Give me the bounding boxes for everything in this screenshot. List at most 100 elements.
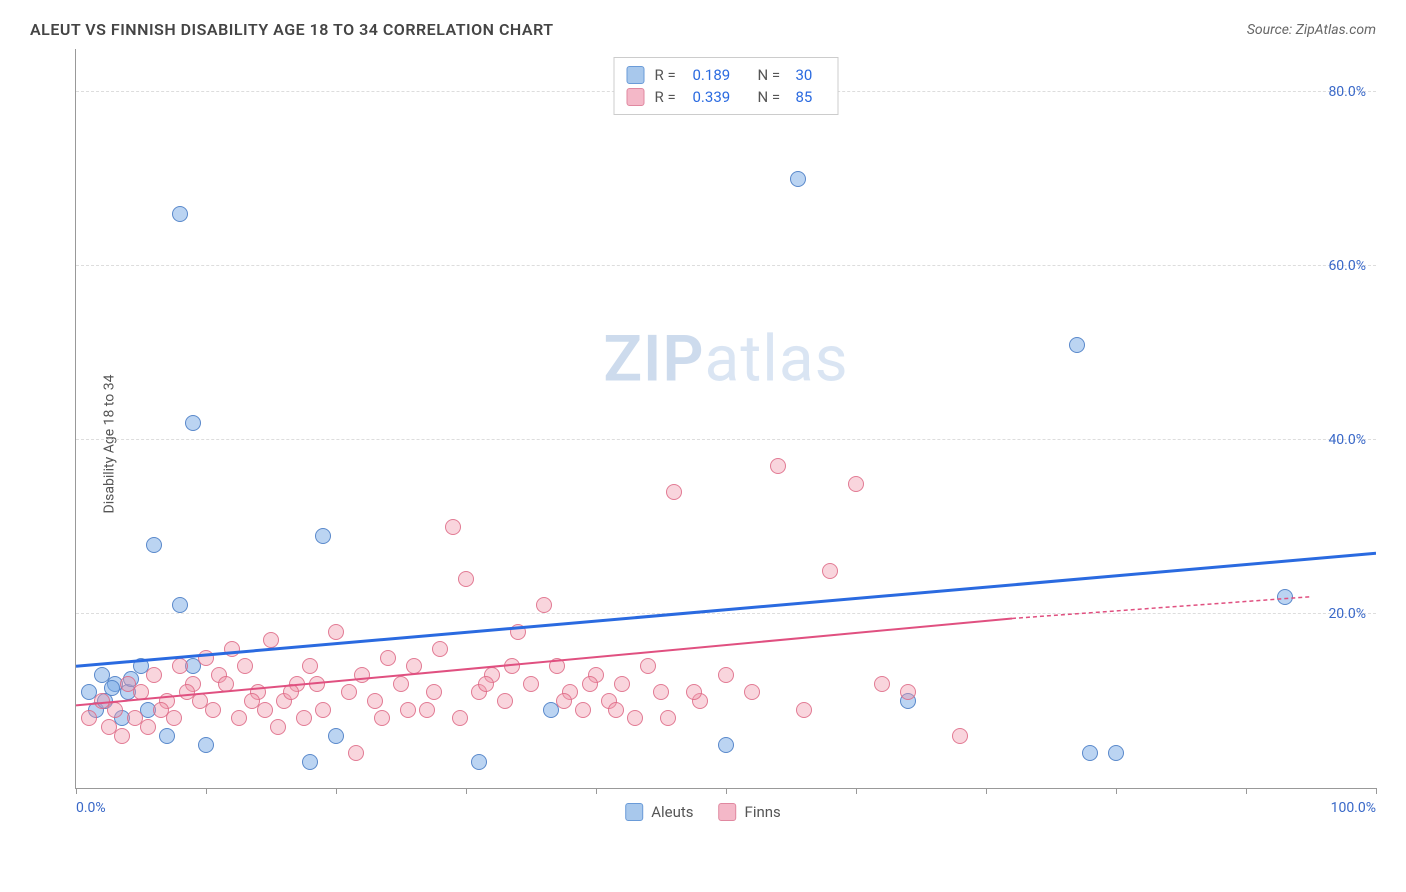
swatch-blue (627, 66, 645, 84)
data-point (1082, 745, 1098, 761)
data-point (283, 684, 299, 700)
x-tick-mark (206, 788, 207, 794)
r-label: R = (655, 66, 683, 84)
data-point (198, 737, 214, 753)
data-point (848, 476, 864, 492)
data-point (660, 710, 676, 726)
legend-label-finns: Finns (745, 803, 781, 821)
grid-line (76, 613, 1376, 614)
x-tick-mark (986, 788, 987, 794)
data-point (81, 710, 97, 726)
chart-container: ALEUT VS FINNISH DISABILITY AGE 18 TO 34… (0, 0, 1406, 892)
x-tick-mark (466, 788, 467, 794)
data-point (107, 702, 123, 718)
data-point (348, 745, 364, 761)
legend-label-aleuts: Aleuts (651, 803, 693, 821)
grid-line (76, 265, 1376, 266)
data-point (328, 624, 344, 640)
n-label: N = (758, 88, 786, 106)
data-point (504, 658, 520, 674)
watermark-bold: ZIP (603, 322, 704, 397)
y-tick-label: 40.0% (1328, 432, 1366, 448)
y-tick-label: 60.0% (1328, 258, 1366, 274)
r-value-finns: 0.339 (693, 88, 748, 106)
x-tick-mark (596, 788, 597, 794)
data-point (1108, 745, 1124, 761)
data-point (166, 710, 182, 726)
data-point (133, 684, 149, 700)
data-point (1277, 589, 1293, 605)
data-point (536, 597, 552, 613)
x-tick-max: 100.0% (1331, 800, 1376, 816)
data-point (257, 702, 273, 718)
data-point (523, 676, 539, 692)
x-tick-mark (856, 788, 857, 794)
data-point (666, 484, 682, 500)
data-point (146, 667, 162, 683)
data-point (140, 719, 156, 735)
data-point (400, 702, 416, 718)
data-point (172, 206, 188, 222)
data-point (185, 415, 201, 431)
n-value-aleuts: 30 (796, 66, 826, 84)
data-point (575, 702, 591, 718)
chart-area: Disability Age 18 to 34 ZIPatlas R = 0.1… (30, 49, 1376, 839)
data-point (608, 702, 624, 718)
data-point (458, 571, 474, 587)
scatter-plot: ZIPatlas R = 0.189 N = 30 R = 0.339 N = … (75, 49, 1376, 789)
data-point (556, 693, 572, 709)
data-point (582, 676, 598, 692)
n-label: N = (758, 66, 786, 84)
data-point (452, 710, 468, 726)
data-point (237, 658, 253, 674)
data-point (796, 702, 812, 718)
r-label: R = (655, 88, 683, 106)
x-tick-mark (76, 788, 77, 794)
data-point (270, 719, 286, 735)
x-tick-mark (1116, 788, 1117, 794)
data-point (471, 754, 487, 770)
data-point (159, 728, 175, 744)
data-point (874, 676, 890, 692)
data-point (205, 702, 221, 718)
data-point (790, 171, 806, 187)
data-point (104, 680, 120, 696)
chart-title: ALEUT VS FINNISH DISABILITY AGE 18 TO 34… (30, 20, 554, 39)
x-tick-mark (1246, 788, 1247, 794)
x-tick-mark (336, 788, 337, 794)
stat-row-finns: R = 0.339 N = 85 (627, 86, 826, 108)
grid-line (76, 439, 1376, 440)
data-point (419, 702, 435, 718)
data-point (478, 676, 494, 692)
data-point (627, 710, 643, 726)
stats-box: R = 0.189 N = 30 R = 0.339 N = 85 (614, 57, 839, 115)
data-point (296, 710, 312, 726)
stat-row-aleuts: R = 0.189 N = 30 (627, 64, 826, 86)
legend-swatch-pink (719, 803, 737, 821)
data-point (172, 597, 188, 613)
data-point (302, 658, 318, 674)
data-point (497, 693, 513, 709)
x-tick-mark (1376, 788, 1377, 794)
data-point (744, 684, 760, 700)
x-tick-mark (726, 788, 727, 794)
data-point (374, 710, 390, 726)
data-point (114, 728, 130, 744)
chart-header: ALEUT VS FINNISH DISABILITY AGE 18 TO 34… (30, 20, 1376, 39)
legend-swatch-blue (625, 803, 643, 821)
data-point (614, 676, 630, 692)
y-tick-label: 20.0% (1328, 606, 1366, 622)
data-point (309, 676, 325, 692)
legend-finns: Finns (719, 803, 781, 821)
data-point (146, 537, 162, 553)
data-point (406, 658, 422, 674)
data-point (549, 658, 565, 674)
data-point (718, 667, 734, 683)
data-point (315, 528, 331, 544)
data-point (445, 519, 461, 535)
x-tick-min: 0.0% (76, 800, 106, 816)
legend: Aleuts Finns (625, 803, 781, 821)
data-point (172, 658, 188, 674)
data-point (367, 693, 383, 709)
data-point (380, 650, 396, 666)
